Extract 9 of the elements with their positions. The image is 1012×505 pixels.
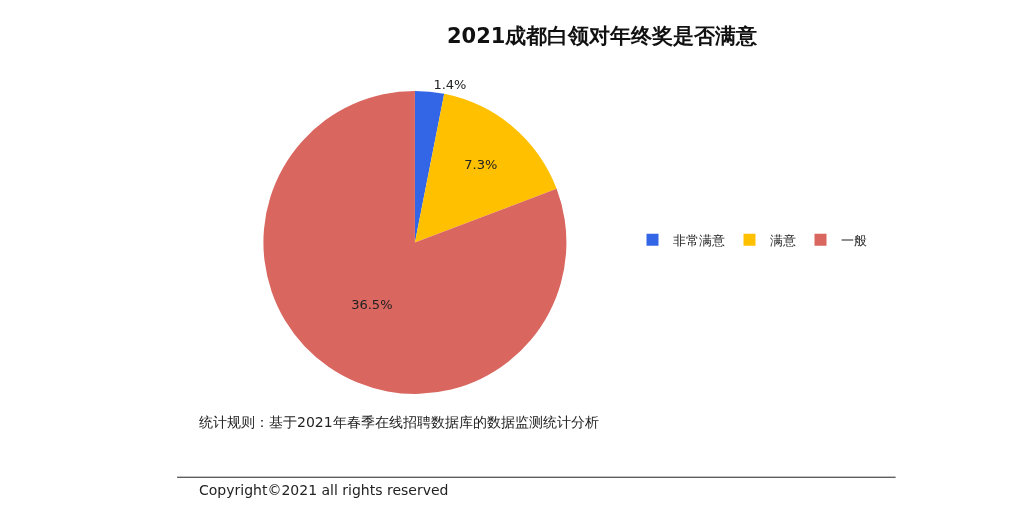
data-label: 7.3% — [464, 157, 498, 173]
data-label: 1.4% — [433, 76, 467, 92]
legend-label: 满意 — [769, 232, 796, 248]
text: 统计规则：基于2021年春季在线招聘数据库的数据监测统计分析 — [199, 414, 599, 430]
text: Copyright©2021 all rights reserved — [199, 482, 449, 498]
legend-label: 非常满意 — [672, 232, 725, 248]
data-label: 36.5% — [351, 297, 393, 313]
chart-title: 2021成都白领对年终奖是否满意 — [446, 23, 759, 48]
legend-label: 一般 — [840, 232, 867, 248]
